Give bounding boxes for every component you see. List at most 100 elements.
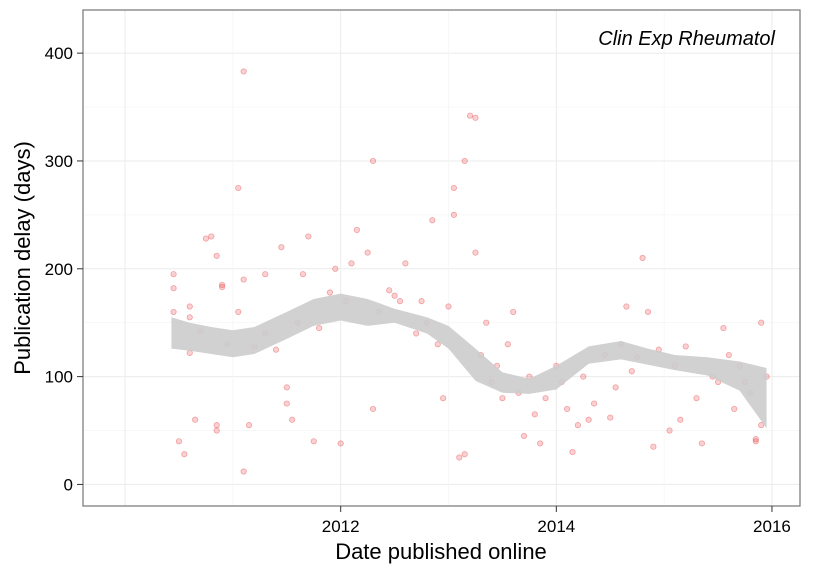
data-point: [440, 395, 447, 402]
data-point: [434, 341, 441, 348]
y-tick-label: 400: [45, 44, 73, 63]
data-point: [245, 422, 253, 429]
data-point: [396, 298, 404, 305]
data-point: [607, 414, 614, 421]
data-point: [262, 271, 269, 278]
data-point: [186, 349, 193, 356]
data-point: [698, 440, 705, 447]
data-point: [445, 303, 452, 310]
data-point: [337, 440, 344, 447]
y-tick-label: 300: [45, 152, 73, 171]
journal-annotation: Clin Exp Rheumatol: [598, 28, 775, 50]
data-point: [574, 422, 581, 429]
data-point: [483, 319, 490, 326]
data-point: [650, 443, 657, 450]
data-point: [461, 157, 468, 165]
data-point: [332, 265, 339, 272]
gridlines: [83, 10, 800, 506]
x-tick-label: 2016: [753, 517, 791, 536]
data-point: [666, 427, 673, 434]
y-axis-title: Publication delay (days): [10, 141, 35, 375]
data-point: [240, 468, 247, 475]
data-point: [752, 436, 759, 443]
data-point: [450, 184, 457, 192]
data-point: [305, 233, 312, 240]
data-point: [758, 422, 765, 429]
data-point: [402, 260, 409, 267]
data-point: [353, 226, 360, 234]
y-tick-label: 0: [64, 475, 73, 494]
data-point: [520, 432, 528, 440]
x-tick-label: 2014: [537, 517, 575, 536]
data-point: [644, 308, 652, 316]
data-point: [310, 438, 317, 445]
data-point: [720, 324, 727, 332]
data-point: [240, 68, 247, 75]
data-point: [623, 303, 630, 310]
data-point: [693, 395, 700, 402]
data-point: [725, 351, 732, 359]
data-point: [450, 211, 457, 218]
data-point: [612, 384, 619, 391]
data-point: [218, 281, 226, 289]
data-point: [466, 112, 474, 119]
data-point: [202, 235, 210, 242]
data-point: [170, 308, 177, 316]
data-point: [186, 303, 193, 310]
data-point: [213, 427, 220, 434]
data-point: [590, 400, 598, 407]
axes: 0 100 200 300 400 2012 2014 2016: [45, 44, 791, 536]
data-point: [391, 292, 398, 299]
data-point: [752, 438, 759, 445]
confidence-band: [171, 293, 767, 429]
data-point: [499, 395, 506, 402]
data-point: [208, 233, 215, 240]
data-point: [192, 416, 199, 423]
data-point: [289, 416, 296, 423]
data-point: [461, 451, 468, 458]
x-axis-title: Date published online: [335, 539, 547, 564]
data-point: [682, 343, 689, 350]
data-point: [235, 184, 242, 192]
data-point: [170, 271, 177, 278]
data-point: [564, 405, 571, 413]
x-tick-label: 2012: [322, 517, 360, 536]
data-point: [170, 285, 177, 292]
data-point: [677, 416, 684, 423]
data-point: [531, 411, 538, 418]
data-point: [542, 395, 549, 402]
trend-band: [171, 293, 767, 429]
data-point: [429, 217, 436, 224]
data-point: [213, 252, 220, 259]
data-point: [299, 271, 307, 278]
data-point: [413, 330, 420, 337]
data-point: [283, 384, 290, 391]
data-point: [218, 284, 226, 291]
data-point: [580, 373, 587, 380]
data-point: [639, 254, 646, 262]
data-points: [170, 68, 770, 475]
data-point: [181, 451, 188, 458]
data-point: [369, 405, 377, 413]
data-point: [235, 308, 242, 316]
data-point: [283, 400, 290, 407]
data-point: [569, 448, 576, 456]
data-point: [175, 438, 183, 445]
data-point: [628, 368, 635, 375]
data-point: [369, 157, 377, 165]
data-point: [537, 440, 544, 447]
data-point: [758, 319, 765, 326]
data-point: [585, 416, 592, 423]
data-point: [213, 422, 220, 429]
data-point: [510, 308, 517, 316]
data-point: [472, 249, 479, 256]
data-point: [472, 114, 479, 121]
y-tick-label: 100: [45, 368, 73, 387]
data-point: [186, 314, 193, 321]
data-point: [418, 298, 425, 305]
data-point: [731, 405, 738, 413]
data-point: [240, 276, 247, 283]
data-point: [348, 260, 355, 267]
